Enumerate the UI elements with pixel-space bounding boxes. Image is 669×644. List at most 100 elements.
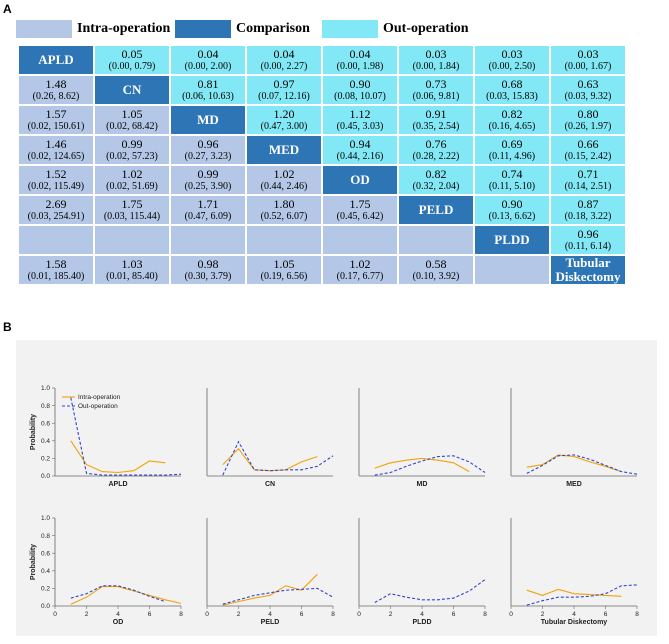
league-cell-estimate: 0.74 — [501, 166, 523, 181]
league-cell-ci: (0.30, 3.79) — [184, 270, 232, 282]
league-cell-estimate: 1.48 — [45, 76, 67, 91]
league-cell-ci: (0.01, 185.40) — [27, 270, 85, 282]
y-tick-label: 0.0 — [41, 473, 50, 480]
league-cell — [95, 226, 169, 254]
x-tick-label: 6 — [300, 611, 304, 618]
league-cell-ci: (0.02, 68.42) — [106, 120, 158, 132]
league-cell: 1.75 (0.03, 115.44) — [95, 196, 169, 224]
league-cell-estimate: 0.97 — [273, 76, 295, 91]
intra-operation-line — [526, 588, 622, 597]
league-cell-estimate: 1.02 — [273, 166, 295, 181]
league-cell: 0.97 (0.07, 12.16) — [247, 76, 321, 104]
league-cell-ci: (0.16, 4.65) — [488, 120, 536, 132]
legend-intra-swatch — [16, 20, 72, 38]
x-tick-label: 6 — [452, 611, 456, 618]
out-operation-line — [70, 585, 166, 603]
league-cell: 0.66 (0.15, 2.42) — [551, 136, 625, 164]
legend-intra-label: Intra-operation — [77, 21, 171, 36]
league-cell-ci: (0.47, 6.09) — [184, 210, 232, 222]
league-cell: 0.96 (0.11, 6.14) — [551, 226, 625, 254]
league-cell: 1.75 (0.45, 6.42) — [323, 196, 397, 224]
intra-operation-line — [70, 440, 166, 474]
league-cell: 1.20 (0.47, 3.00) — [247, 106, 321, 134]
league-cell: 0.90 (0.08, 10.07) — [323, 76, 397, 104]
x-tick-label: 6 — [148, 611, 152, 618]
league-cell-ci: (0.25, 3.90) — [184, 180, 232, 192]
league-cell: 2.69 (0.03, 254.91) — [19, 196, 93, 224]
league-cell-ci: (0.28, 2.22) — [412, 150, 460, 162]
league-cell: 1.80 (0.52, 6.07) — [247, 196, 321, 224]
league-cell-ci: (0.35, 2.54) — [412, 120, 460, 132]
x-tick-label: 2 — [85, 611, 89, 618]
league-cell-ci: (0.11, 4.96) — [488, 150, 536, 162]
legend-comparison-swatch — [175, 20, 231, 38]
league-cell-estimate: 0.03 — [577, 46, 599, 61]
league-cell: 0.98 (0.30, 3.79) — [171, 256, 245, 284]
league-cell-estimate: 0.04 — [197, 46, 219, 61]
league-cell: 0.99 (0.25, 3.90) — [171, 166, 245, 194]
league-cell: 0.87 (0.18, 3.22) — [551, 196, 625, 224]
league-cell-ci: (0.00, 0.79) — [108, 60, 156, 72]
y-tick-label: 0.8 — [41, 403, 50, 410]
league-cell-estimate: 1.02 — [121, 166, 143, 181]
league-cell — [171, 226, 245, 254]
league-row: APLD 0.05 (0.00, 0.79) 0.04 (0.00, 2.00) 0.04… — [19, 46, 625, 74]
league-cell: 0.58 (0.10, 3.92) — [399, 256, 473, 284]
y-tick-label: 1.0 — [41, 385, 50, 392]
league-cell-ci: (0.06, 9.81) — [412, 90, 460, 102]
x-tick-label: 4 — [116, 611, 120, 618]
league-cell-estimate: 1.80 — [273, 196, 295, 211]
league-diag-cell: Tubular Diskectomy — [551, 256, 625, 284]
league-cell: 0.76 (0.28, 2.22) — [399, 136, 473, 164]
league-cell-estimate: 1.75 — [349, 196, 371, 211]
league-cell: 0.94 (0.44, 2.16) — [323, 136, 397, 164]
league-cell: 1.12 (0.45, 3.03) — [323, 106, 397, 134]
league-diag-cell: MED — [247, 136, 321, 164]
league-diag-cell: CN — [95, 76, 169, 104]
legend-comparison-label: Comparison — [236, 21, 310, 36]
league-cell-ci: (0.19, 6.56) — [260, 270, 308, 282]
league-cell: 0.05 (0.00, 0.79) — [95, 46, 169, 74]
league-cell: 0.04 (0.00, 2.27) — [247, 46, 321, 74]
league-cell-estimate: 0.76 — [425, 136, 447, 151]
league-cell: 0.99 (0.02, 57.23) — [95, 136, 169, 164]
league-cell — [19, 226, 93, 254]
league-cell-ci: (0.00, 1.98) — [336, 60, 384, 72]
x-tick-label: 4 — [572, 611, 576, 618]
subplot-title: PELD — [261, 619, 280, 626]
league-cell-ci: (0.13, 6.62) — [488, 210, 536, 222]
league-cell-estimate: 0.82 — [425, 166, 447, 181]
league-cell-ci: (0.15, 2.42) — [564, 150, 612, 162]
subplot-title: CN — [265, 481, 275, 488]
league-cell-ci: (0.07, 12.16) — [258, 90, 310, 102]
league-cell-estimate: 1.03 — [121, 256, 143, 271]
intra-operation-line — [222, 447, 318, 472]
league-row: 1.57 (0.02, 150.61) 1.05 (0.02, 68.42) MD 1.2… — [19, 106, 625, 134]
out-operation-line — [222, 440, 334, 476]
x-tick-label: 8 — [331, 611, 335, 618]
league-cell-estimate: 0.94 — [349, 136, 371, 151]
league-cell-estimate: 0.98 — [197, 256, 219, 271]
league-cell-estimate: 0.90 — [501, 196, 523, 211]
subplot-title: OD — [113, 619, 124, 626]
x-tick-label: 2 — [541, 611, 545, 618]
x-tick-label: 8 — [635, 611, 639, 618]
league-cell-ci: (0.17, 6.77) — [336, 270, 384, 282]
y-tick-label: 0.0 — [41, 603, 50, 610]
league-cell-estimate: 0.03 — [425, 46, 447, 61]
league-cell-ci: (0.52, 6.07) — [260, 210, 308, 222]
x-tick-label: 2 — [237, 611, 241, 618]
league-cell-ci: (0.02, 124.65) — [27, 150, 85, 162]
league-cell: 0.90 (0.13, 6.62) — [475, 196, 549, 224]
league-cell: 0.80 (0.26, 1.97) — [551, 106, 625, 134]
league-cell: 0.71 (0.14, 2.51) — [551, 166, 625, 194]
league-cell-estimate: 0.71 — [577, 166, 599, 181]
league-cell-estimate: 1.46 — [45, 136, 67, 151]
league-cell: 1.02 (0.44, 2.46) — [247, 166, 321, 194]
league-cell-ci: (0.00, 2.00) — [184, 60, 232, 72]
league-cell-ci: (0.00, 2.50) — [488, 60, 536, 72]
y-axis-title: Probability — [30, 414, 37, 450]
league-cell — [247, 226, 321, 254]
league-cell: 0.04 (0.00, 2.00) — [171, 46, 245, 74]
league-cell-ci: (0.45, 3.03) — [336, 120, 384, 132]
